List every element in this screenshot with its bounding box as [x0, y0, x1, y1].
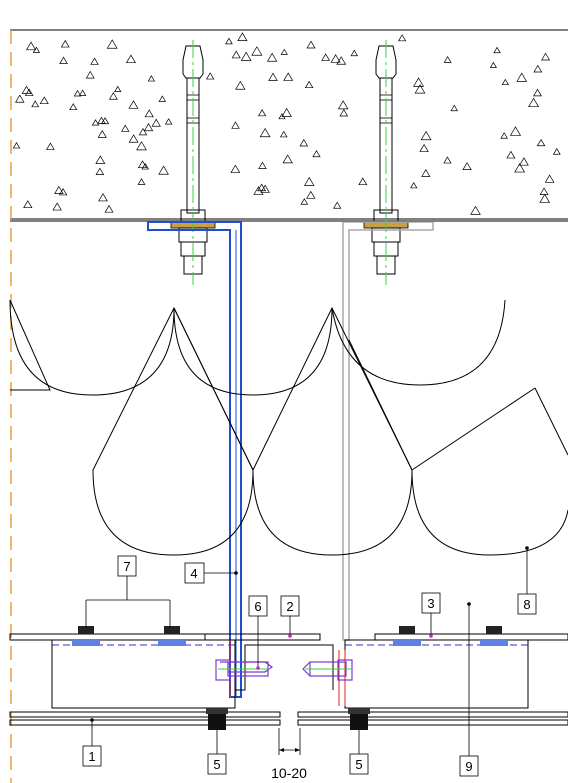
gap-dimension: 10-20: [271, 728, 307, 781]
svg-text:6: 6: [254, 599, 261, 614]
scallop-baffles: [9, 299, 568, 556]
svg-text:7: 7: [123, 559, 130, 574]
callout-1: 1: [82, 745, 102, 767]
svg-text:1: 1: [88, 749, 95, 764]
callout-7: 7: [117, 555, 137, 577]
svg-text:5: 5: [355, 757, 362, 772]
callout-2: 2: [280, 595, 300, 617]
anchor-bolt-left: [170, 40, 216, 285]
callouts: [85, 548, 528, 758]
gray-hanger-bracket: [342, 221, 434, 641]
svg-text:3: 3: [427, 596, 434, 611]
callout-9: 9: [459, 755, 479, 777]
anchor-bolt-right: [363, 40, 409, 285]
blue-hanger-bracket: [147, 221, 242, 698]
concrete-slab: [10, 29, 568, 222]
svg-text:4: 4: [190, 566, 197, 581]
panel-assembly: [9, 626, 568, 730]
callout-dots: [90, 546, 529, 722]
callout-4: 4: [184, 562, 205, 584]
svg-text:9: 9: [465, 759, 472, 774]
callout-6: 6: [248, 595, 268, 617]
callout-5-right: 5: [349, 753, 369, 775]
callout-8: 8: [517, 593, 537, 615]
svg-text:5: 5: [213, 757, 220, 772]
gap-label: 10-20: [271, 765, 307, 781]
svg-text:8: 8: [523, 597, 530, 612]
triangle-aggregate-icon: [12, 32, 561, 215]
callout-5-left: 5: [207, 753, 227, 775]
bolt-set: [72, 626, 508, 646]
svg-text:2: 2: [286, 599, 293, 614]
callout-3: 3: [421, 592, 441, 614]
